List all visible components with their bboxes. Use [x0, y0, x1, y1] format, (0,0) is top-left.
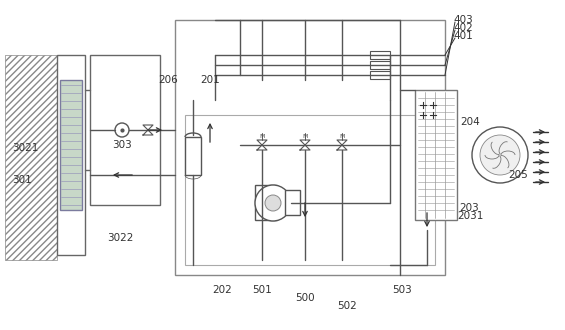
Bar — [5, 55, 57, 260]
Circle shape — [480, 135, 520, 175]
Bar — [370, 71, 390, 79]
Bar — [185, 115, 435, 265]
Bar — [90, 55, 160, 205]
Text: M: M — [259, 134, 264, 139]
Bar — [255, 185, 277, 220]
Bar — [285, 190, 300, 215]
Text: 403: 403 — [453, 15, 473, 25]
Bar — [185, 137, 201, 175]
Text: 201: 201 — [200, 75, 220, 85]
Text: 501: 501 — [252, 285, 272, 295]
Text: 402: 402 — [453, 23, 473, 33]
Text: 206: 206 — [158, 75, 178, 85]
Text: 203: 203 — [459, 203, 479, 213]
Bar — [60, 80, 82, 210]
Text: 2031: 2031 — [457, 211, 484, 221]
Text: 3021: 3021 — [12, 143, 38, 153]
Circle shape — [115, 123, 129, 137]
Text: 303: 303 — [112, 140, 132, 150]
Bar — [57, 55, 85, 255]
Text: 301: 301 — [12, 175, 32, 185]
Bar — [415, 90, 457, 220]
Text: 202: 202 — [212, 285, 232, 295]
Circle shape — [472, 127, 528, 183]
Text: M: M — [302, 134, 307, 139]
Bar — [370, 51, 390, 59]
Text: 503: 503 — [392, 285, 412, 295]
Bar — [370, 61, 390, 69]
Text: 500: 500 — [295, 293, 315, 303]
Text: 401: 401 — [453, 31, 473, 41]
Text: M: M — [339, 134, 345, 139]
Text: 205: 205 — [508, 170, 528, 180]
Circle shape — [265, 195, 281, 211]
Text: 204: 204 — [460, 117, 480, 127]
Circle shape — [255, 185, 291, 221]
Text: 3022: 3022 — [107, 233, 133, 243]
Bar — [175, 20, 445, 275]
Text: 502: 502 — [337, 301, 357, 311]
